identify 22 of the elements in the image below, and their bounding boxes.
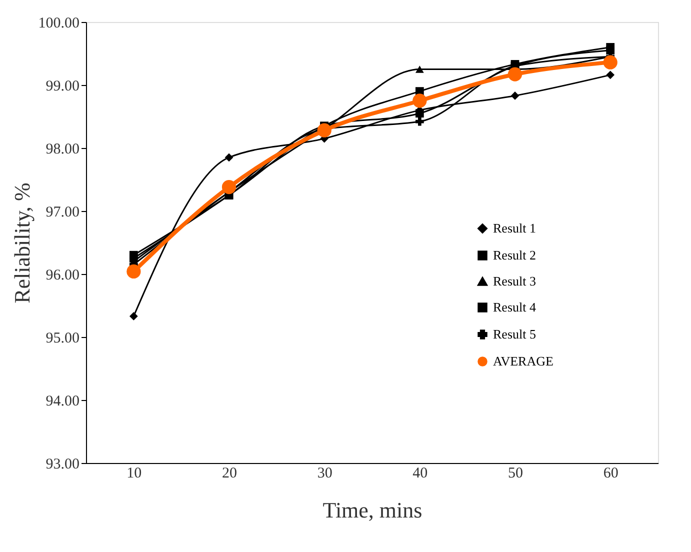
- legend-label: Result 5: [493, 326, 536, 342]
- y-tick-label: 93.00: [46, 456, 80, 472]
- x-tick-label: 50: [508, 466, 523, 482]
- y-tick-label: 95.00: [46, 330, 80, 346]
- y-tick-label: 97.00: [46, 204, 80, 220]
- y-axis-title: Reliability, %: [9, 182, 34, 304]
- y-tick-label: 100.00: [38, 16, 80, 32]
- x-tick-label: 20: [222, 466, 237, 482]
- x-tick-label: 30: [317, 466, 332, 482]
- legend-label: Result 4: [493, 300, 536, 314]
- y-tick-label: 98.00: [46, 142, 80, 158]
- legend-label: Result 3: [493, 274, 536, 288]
- legend-label: AVERAGE: [493, 354, 554, 368]
- y-tick-label: 96.00: [46, 268, 80, 284]
- y-tick-label: 94.00: [46, 394, 80, 410]
- legend-label: Result 2: [493, 248, 536, 262]
- x-axis-title: Time, mins: [322, 498, 422, 522]
- legend-label: Result 1: [493, 220, 536, 236]
- x-tick-label: 10: [126, 466, 142, 482]
- x-tick-label: 60: [603, 466, 618, 482]
- y-tick-label: 99.00: [46, 78, 80, 94]
- x-tick-label: 40: [412, 466, 428, 482]
